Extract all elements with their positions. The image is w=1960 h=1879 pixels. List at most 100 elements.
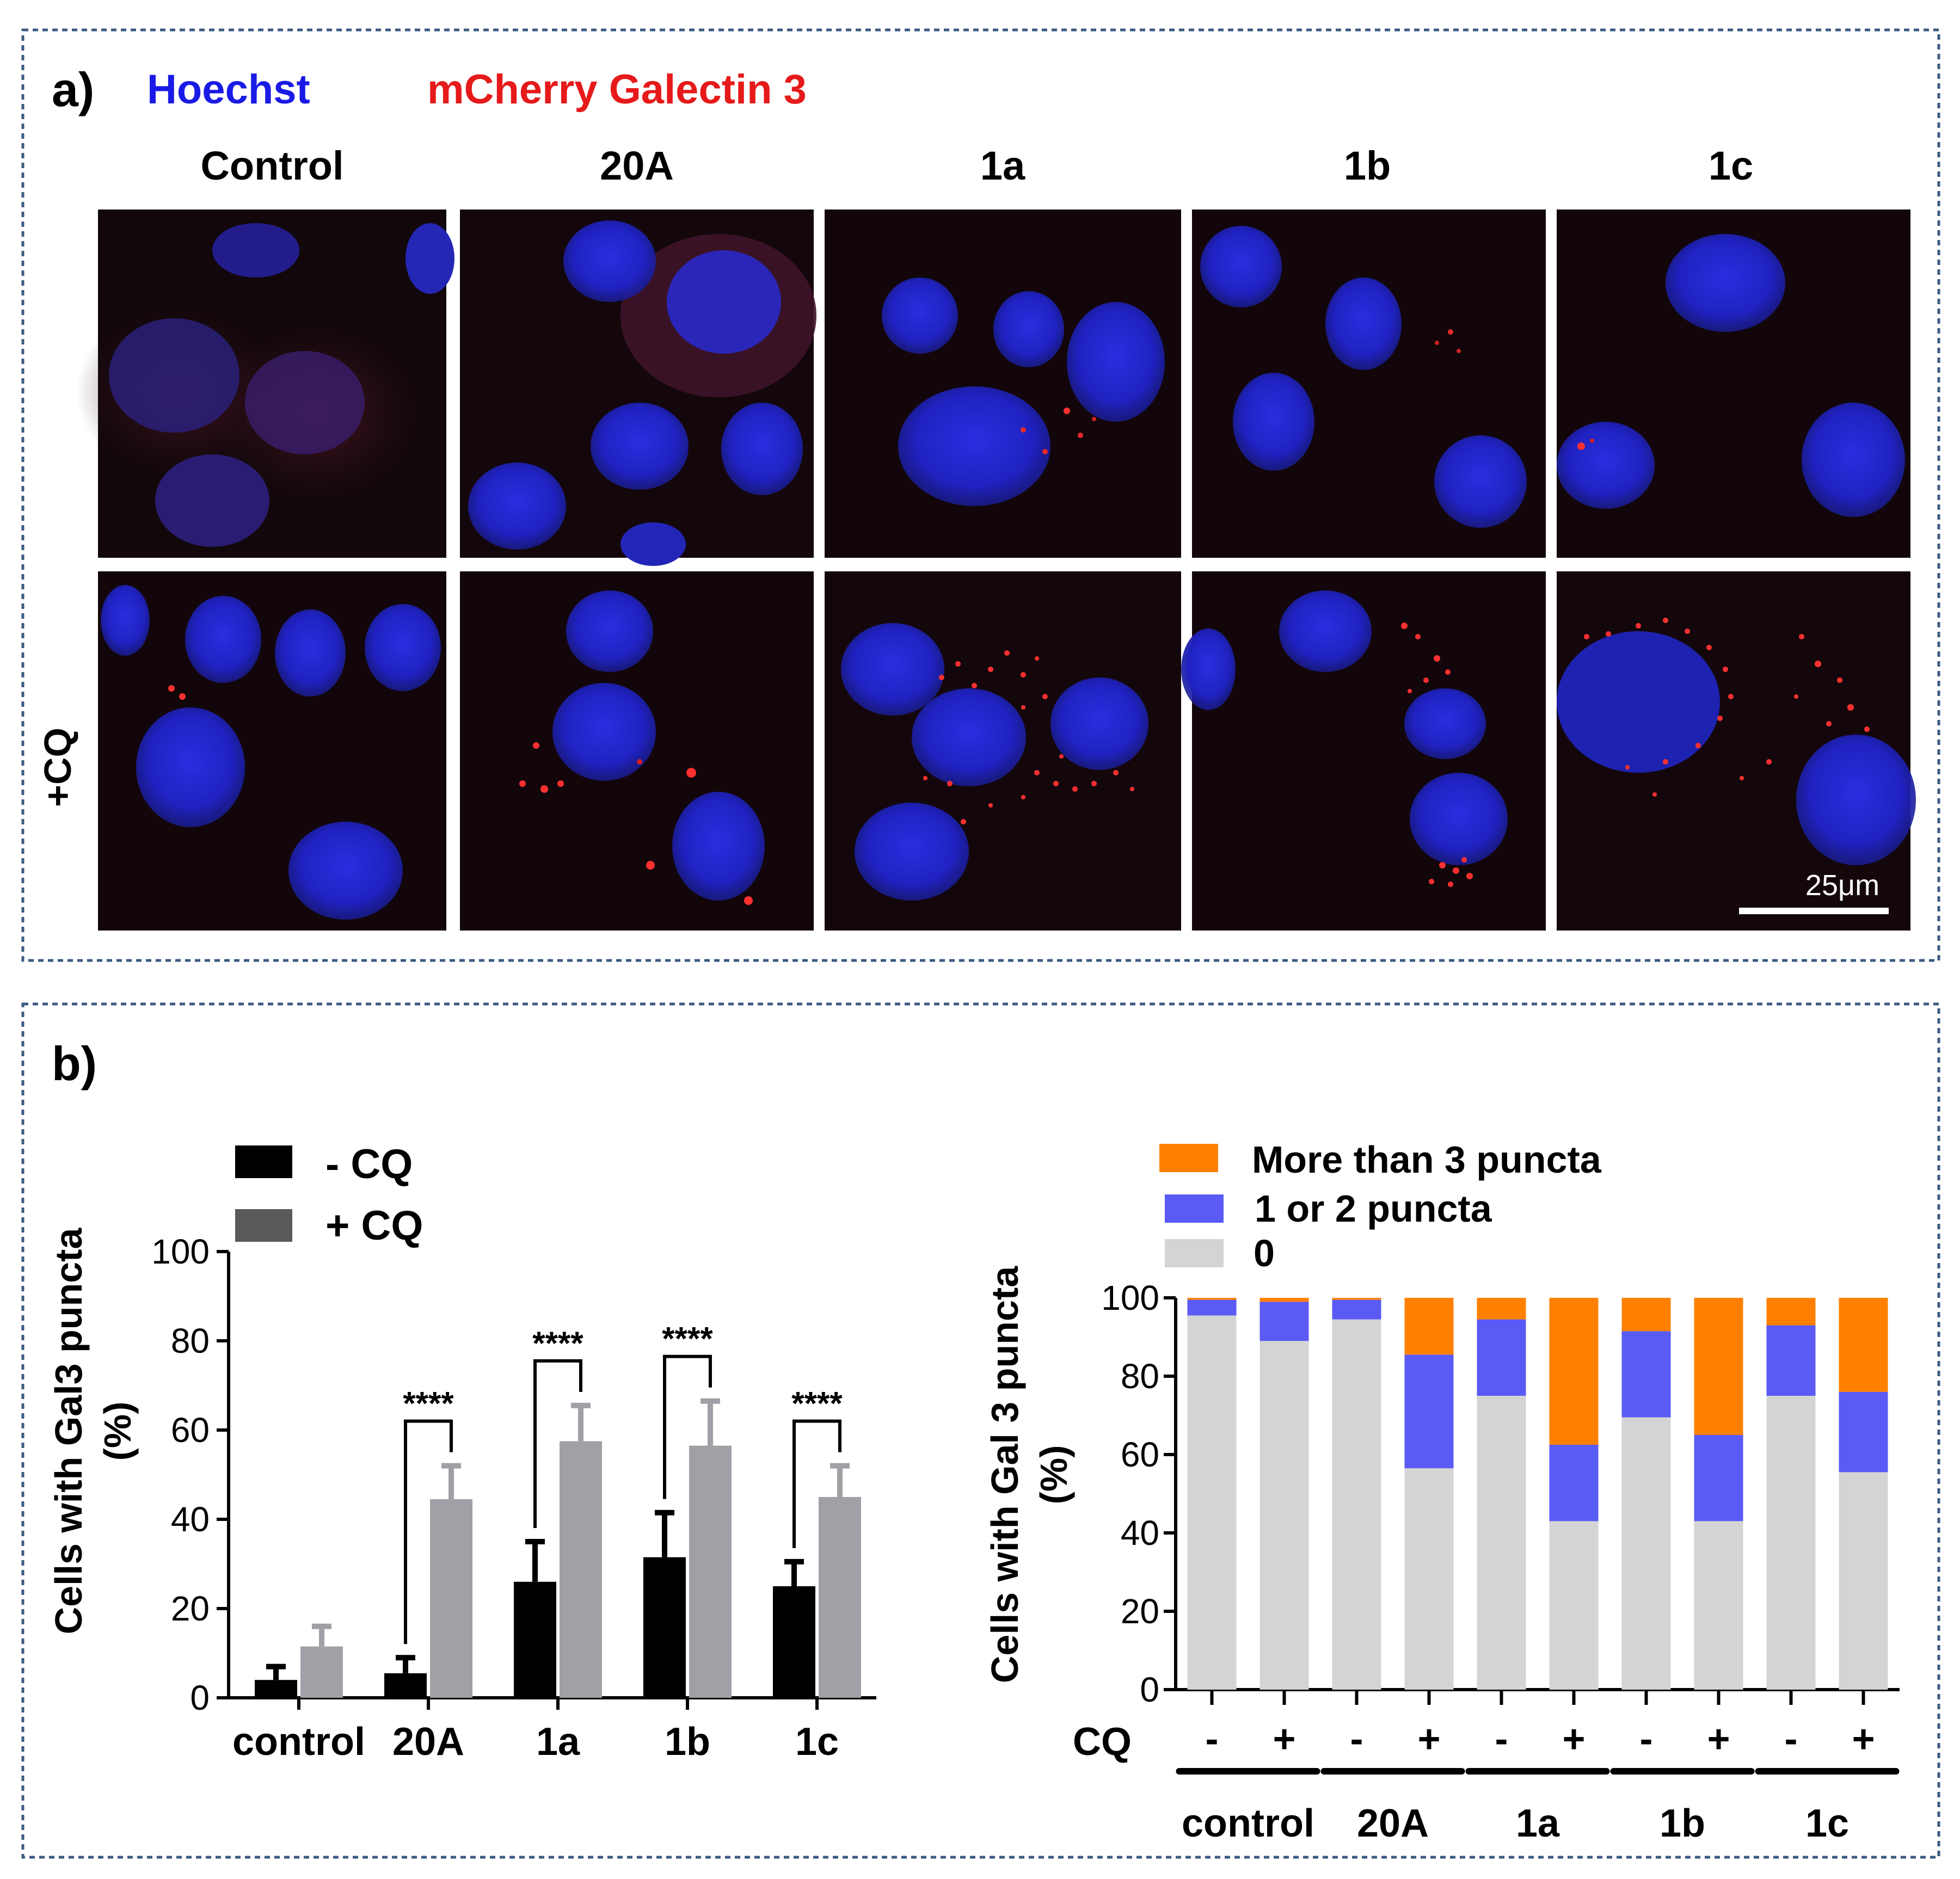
chart2-bar-segment — [1549, 1521, 1599, 1690]
chart2-y-tick-label: 80 — [1121, 1357, 1159, 1396]
chart2-bar-segment — [1621, 1298, 1671, 1332]
chart2-cq-state: + — [1852, 1717, 1875, 1761]
chart2-bar-segment — [1694, 1435, 1743, 1521]
chart2-bar-segment — [1694, 1521, 1743, 1690]
legend-swatch-more-than-3-puncta — [1159, 1144, 1218, 1172]
chart2-bar-segment — [1549, 1298, 1599, 1445]
micrograph-1a-plus-cq — [825, 571, 1181, 931]
chart1-bar — [819, 1497, 861, 1698]
chart2-bar-segment — [1549, 1445, 1599, 1521]
chart1-significance-bracket — [663, 1354, 712, 1499]
chart2-plot-area: 0 20 40 60 80 100 - + - + - + - + - + control 20A 1a 1b 1c — [1101, 1278, 1900, 1845]
puncta-cluster-1a — [923, 650, 1134, 824]
row-label-cq: +CQ — [36, 728, 79, 807]
chart2-bar-segment — [1477, 1396, 1526, 1690]
chart1-y-tick-label: 60 — [171, 1410, 210, 1450]
chart2-cq-state: - — [1640, 1717, 1653, 1761]
micrograph-1c-minus-cq — [1557, 210, 1910, 558]
chart2-group-label: control — [1182, 1802, 1314, 1845]
chart2-bar-segment — [1404, 1354, 1454, 1469]
chart1-y-tick-label: 40 — [171, 1500, 210, 1539]
chart1-x-tick-label: 20A — [392, 1720, 464, 1764]
mcherry-legend: mCherry Galectin 3 — [427, 66, 807, 113]
chart2-y-axis-title-line1: Cells with Gal 3 puncta — [984, 1266, 1026, 1683]
chart2-bar-segment — [1259, 1341, 1309, 1690]
chart1-y-axis-title-line1: Cells with Gal3 puncta — [47, 1228, 90, 1635]
chart1-significance-label: **** — [403, 1385, 454, 1422]
chart1-x-tick-label: 1c — [795, 1720, 839, 1764]
column-title-1c: 1c — [1709, 143, 1753, 188]
chart1-significance-label: **** — [791, 1385, 843, 1422]
legend-label-1-or-2-puncta: 1 or 2 puncta — [1255, 1187, 1492, 1230]
chart2-bar-segment — [1766, 1396, 1816, 1690]
chart1-significance-bracket — [792, 1419, 841, 1548]
chart2-bar-segment — [1332, 1299, 1381, 1320]
legend-swatch-minus-cq — [235, 1145, 292, 1178]
chart2-y-tick-label: 100 — [1101, 1278, 1159, 1317]
legend-label-zero-puncta: 0 — [1254, 1232, 1275, 1274]
chart2-bar-segment — [1187, 1298, 1237, 1300]
chart1-y-axis-title-line2: (%) — [96, 1402, 139, 1461]
chart2-y-tick-label: 60 — [1121, 1435, 1159, 1474]
chart2-cq-state: - — [1495, 1717, 1508, 1761]
chart2-bar-segment — [1404, 1468, 1454, 1690]
chart2-group-label: 1c — [1805, 1802, 1849, 1845]
micrograph-1a-minus-cq — [825, 210, 1181, 558]
chart2-cq-state: + — [1273, 1717, 1295, 1761]
column-title-control: Control — [200, 143, 343, 188]
chart2-bar-segment — [1839, 1298, 1888, 1392]
micrograph-1b-minus-cq — [1192, 210, 1546, 558]
chart1-y-tick-label: 0 — [190, 1678, 210, 1717]
chart2-bar-segment — [1477, 1319, 1526, 1396]
chart1-significance-label: **** — [532, 1325, 583, 1361]
chart2-bar-segment — [1404, 1298, 1454, 1355]
micrograph-control-plus-cq — [98, 571, 446, 931]
chart1-bar — [384, 1673, 427, 1698]
scale-bar — [1739, 908, 1889, 914]
hoechst-legend: Hoechst — [147, 66, 310, 113]
legend-swatch-1-or-2-puncta — [1165, 1194, 1224, 1223]
column-title-1b: 1b — [1344, 143, 1391, 188]
chart1-bar — [514, 1581, 556, 1698]
chart1-bar — [560, 1441, 602, 1698]
chart1-bar — [773, 1586, 815, 1698]
puncta-cluster-1c — [1584, 618, 1870, 797]
scale-bar-label: 25μm — [1805, 869, 1879, 902]
panel-a-frame — [21, 28, 1940, 962]
chart2-cq-state: + — [1562, 1717, 1585, 1761]
chart2-cq-state: - — [1785, 1717, 1798, 1761]
legend-swatch-plus-cq — [235, 1209, 292, 1242]
chart2-bar-segment — [1766, 1325, 1816, 1396]
legend-swatch-zero-puncta — [1165, 1239, 1224, 1267]
chart2-cq-label: CQ — [1073, 1720, 1132, 1764]
chart2-bar-segment — [1259, 1302, 1309, 1341]
chart1-bar — [643, 1557, 686, 1698]
chart1-plot-area: 0 20 40 60 80 100 control 20A **** 1a **** 1b **** 1c… — [151, 1232, 876, 1764]
chart2-bar-segment — [1621, 1331, 1671, 1418]
panel-b: b) - CQ + CQ Cells with Gal3 puncta (%) … — [21, 1002, 1940, 1859]
chart2-bar-segment — [1621, 1417, 1671, 1690]
chart1-y-axis-title: Cells with Gal3 puncta (%) — [47, 1228, 139, 1635]
chart1-bar — [430, 1499, 472, 1698]
chart1-bar — [300, 1646, 343, 1698]
panel-b-label: b) — [52, 1037, 97, 1091]
chart2-bar-segment — [1187, 1315, 1237, 1690]
chart2-cq-state: - — [1206, 1717, 1219, 1761]
chart1-x-tick-label: control — [232, 1720, 365, 1764]
chart2-bar-segment — [1332, 1319, 1381, 1690]
chart2-group-label: 1a — [1516, 1802, 1560, 1845]
chart1-significance-bracket — [404, 1419, 453, 1644]
chart1-y-tick-label: 100 — [151, 1232, 210, 1271]
panel-b-frame — [21, 1002, 1940, 1859]
chart2-bar-segment — [1694, 1298, 1743, 1435]
chart2-cq-state: + — [1417, 1717, 1440, 1761]
legend-label-minus-cq: - CQ — [325, 1141, 413, 1187]
column-title-20a: 20A — [600, 143, 674, 188]
chart2-y-tick-label: 0 — [1140, 1670, 1159, 1709]
chart1-significance-label: **** — [662, 1321, 713, 1357]
chart2-bar-segment — [1839, 1472, 1888, 1690]
chart2-bar-segment — [1477, 1298, 1526, 1320]
legend-label-more-than-3-puncta: More than 3 puncta — [1252, 1138, 1602, 1181]
chart2-y-axis-title: Cells with Gal 3 puncta (%) — [984, 1266, 1075, 1683]
